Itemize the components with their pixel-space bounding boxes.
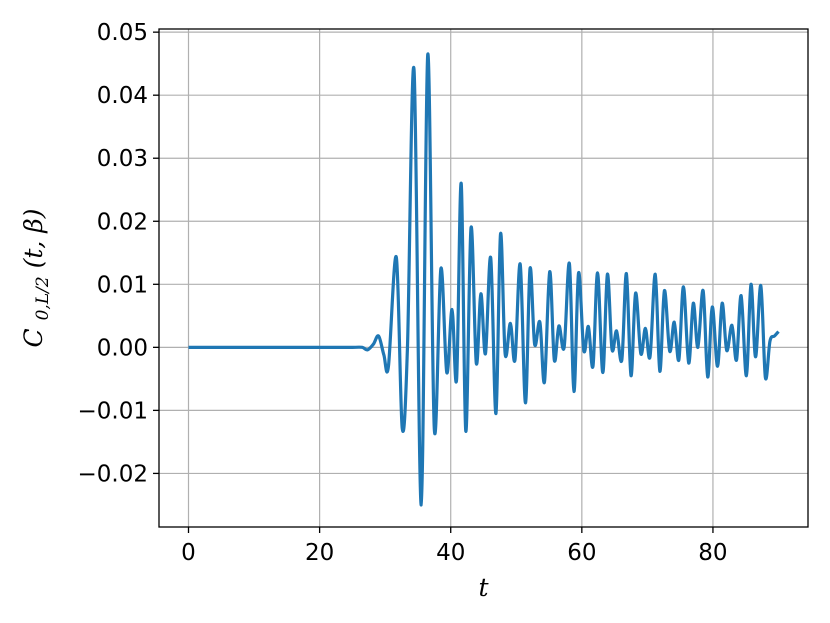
grid: [159, 29, 808, 527]
plot-frame: [158, 28, 809, 528]
y-tick-label: 0.03: [97, 146, 148, 172]
series-line: [188, 52, 780, 507]
y-tick-label: −0.01: [78, 398, 148, 424]
x-axis-label: t: [478, 573, 489, 602]
ticks: 0 20 40 60 80 −0.02 −0.01 0.00 0.01 0.02 0.03 0.04 0…: [78, 20, 728, 566]
x-tick-label: 20: [305, 540, 334, 566]
series-layer: [188, 52, 780, 507]
y-axis-label-subscript: 0,L/2: [33, 276, 53, 320]
x-tick-label: 80: [698, 540, 727, 566]
x-tick-label: 0: [181, 540, 196, 566]
y-axis-label-main: C: [19, 328, 48, 347]
y-tick-label: −0.02: [78, 461, 148, 487]
y-tick-label: 0.04: [97, 83, 148, 109]
x-tick-label: 60: [567, 540, 596, 566]
x-tick-label: 40: [436, 540, 465, 566]
y-tick-label: 0.01: [97, 272, 148, 298]
y-axis-label: C 0,L/2 (t, β): [19, 208, 54, 347]
y-tick-label: 0.00: [97, 335, 148, 361]
y-axis-label-args: (t, β): [19, 208, 48, 268]
y-tick-label: 0.05: [97, 20, 148, 46]
y-tick-label: 0.02: [97, 209, 148, 235]
